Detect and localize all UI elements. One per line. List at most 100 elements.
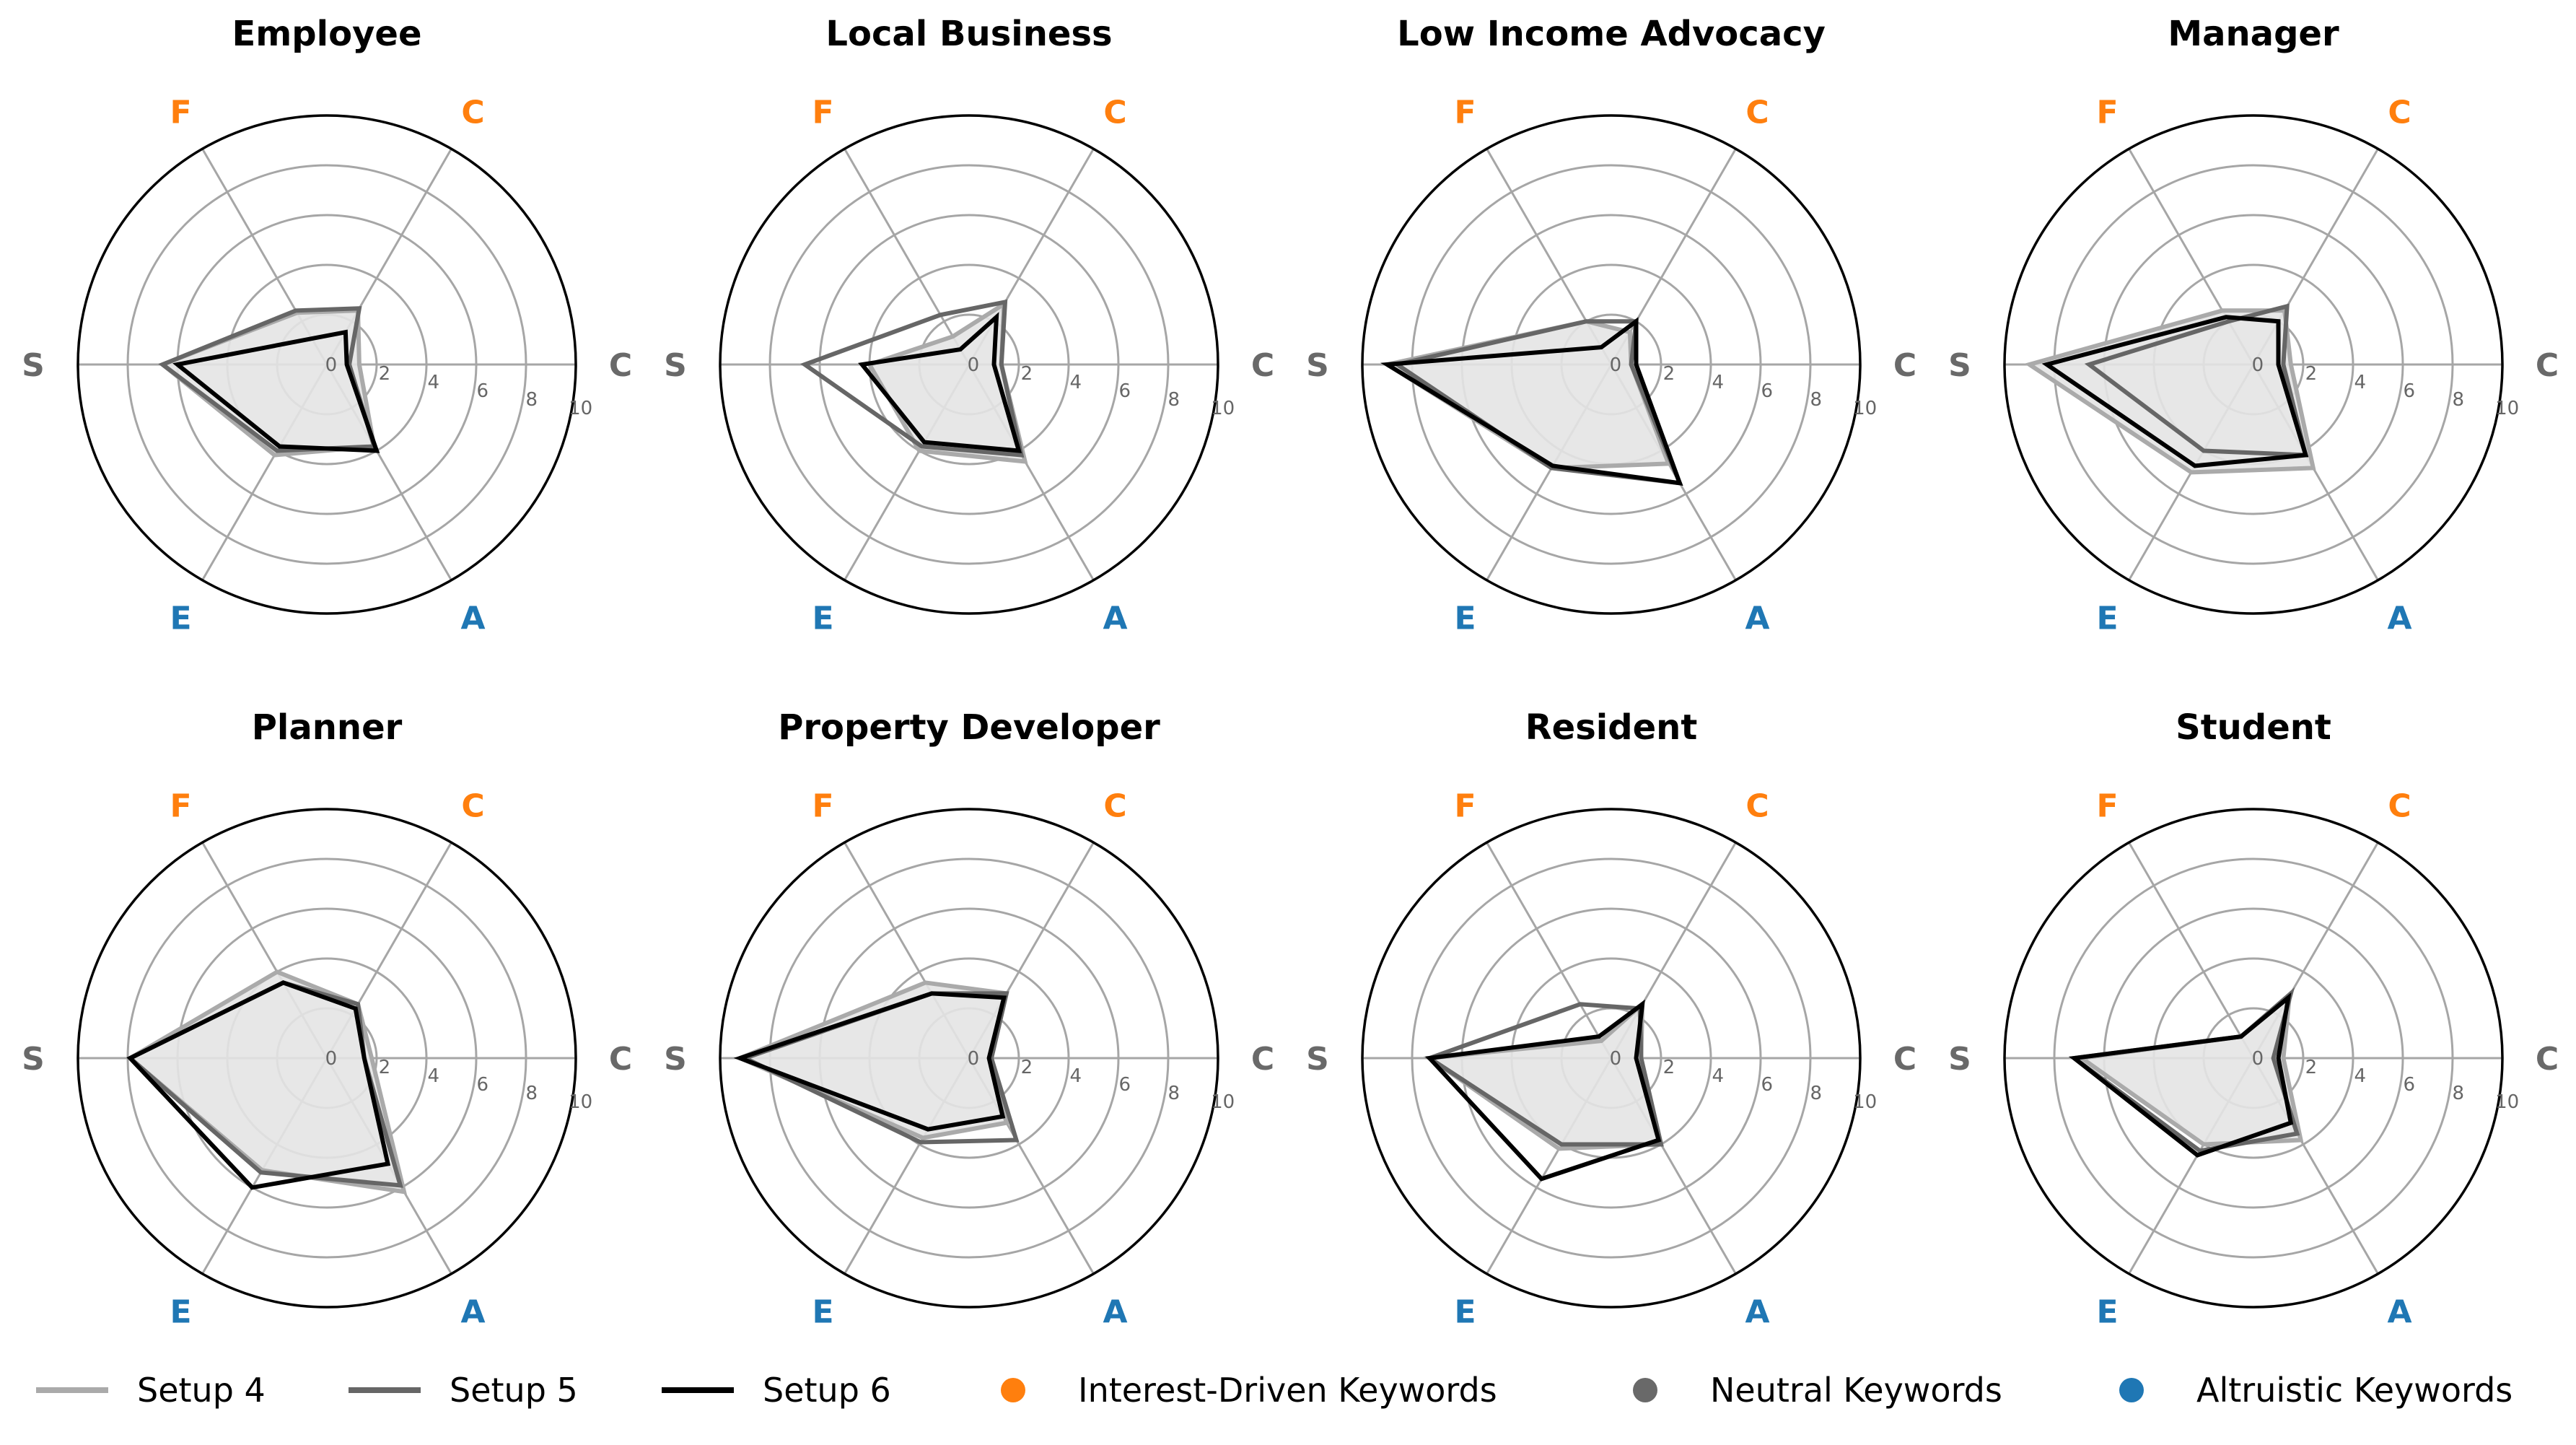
radar-panel: 0 2 4 6 8 10 C C F S E A Student <box>1948 707 2559 1331</box>
series-fill-area <box>130 972 404 1192</box>
axis-label: C <box>1745 787 1769 824</box>
radar-panel: 0 2 4 6 8 10 C C F S E A Employee <box>22 14 632 637</box>
panel-title: Resident <box>1525 707 1698 748</box>
axis-label: E <box>1454 1294 1476 1331</box>
radar-panel: 0 2 4 6 8 10 C C F S E A Planner <box>22 707 632 1331</box>
panel-title: Property Developer <box>778 707 1160 748</box>
radial-tick-label: 8 <box>2452 389 2464 411</box>
axis-label: F <box>1454 94 1476 131</box>
axis-label: E <box>1454 601 1476 637</box>
legend-item: Altruistic Keywords <box>2119 1371 2513 1410</box>
radar-panel: 0 2 4 6 8 10 C C F S E A Local Business <box>664 14 1274 637</box>
legend-item: Setup 5 <box>349 1371 578 1410</box>
legend-dot-swatch <box>2119 1378 2144 1402</box>
axis-label: C <box>1251 1041 1274 1078</box>
series-line-6 <box>126 980 391 1190</box>
radial-tick-label: 10 <box>569 398 592 419</box>
radial-tick-label: 6 <box>2403 1074 2415 1096</box>
panel-title: Student <box>2176 707 2331 748</box>
figure-legend: Setup 4 Setup 5 Setup 6 Interest-Driven Key… <box>36 1371 2513 1410</box>
radial-tick-label: 0 <box>2252 1048 2264 1070</box>
legend-item: Setup 4 <box>36 1371 266 1410</box>
radial-tick-label: 10 <box>1211 1091 1235 1113</box>
radial-tick-label: 10 <box>1853 1091 1877 1113</box>
axis-label: A <box>1745 1294 1769 1331</box>
axis-label: S <box>22 1041 45 1078</box>
axis-label: C <box>2388 94 2411 131</box>
radar-panels: 0 2 4 6 8 10 C C F S E A Employee 0 2 4 6 8 10 C C F S E A Local … <box>22 14 2559 1331</box>
axis-label: C <box>2536 347 2559 384</box>
radial-tick-label: 2 <box>2305 1057 2318 1078</box>
radial-tick-label: 8 <box>1167 1083 1180 1104</box>
axis-label: S <box>1306 347 1329 384</box>
series-line-6 <box>733 991 1007 1132</box>
legend-item: Neutral Keywords <box>1633 1371 2002 1410</box>
series-line-6 <box>2069 992 2294 1158</box>
legend-item: Setup 6 <box>662 1371 891 1410</box>
legend-item: Interest-Driven Keywords <box>1001 1371 1497 1410</box>
radial-tick-label: 4 <box>428 372 440 393</box>
axis-label: F <box>170 787 191 824</box>
legend-label: Setup 4 <box>137 1371 266 1410</box>
axis-label: C <box>1251 347 1274 384</box>
outer-frame <box>2003 808 2504 1309</box>
radial-tick-label: 8 <box>1810 389 1822 411</box>
axis-label: F <box>2096 787 2118 824</box>
axis-label: F <box>170 94 191 131</box>
radial-tick-label: 0 <box>325 1048 338 1070</box>
radial-tick-label: 6 <box>1761 1074 1773 1096</box>
radial-tick-label: 8 <box>525 389 538 411</box>
axis-label: C <box>609 1041 632 1078</box>
radial-tick-label: 4 <box>1712 372 1725 393</box>
radial-tick-label: 10 <box>569 1091 592 1113</box>
radial-tick-label: 8 <box>2452 1083 2464 1104</box>
panel-title: Manager <box>2168 14 2339 54</box>
axis-label: S <box>664 347 687 384</box>
radial-tick-label: 2 <box>1021 1057 1033 1078</box>
axis-label: E <box>2096 601 2118 637</box>
radial-tick-label: 10 <box>1853 398 1877 419</box>
axis-label: F <box>812 787 833 824</box>
series-fill-area <box>1429 1004 1661 1149</box>
axis-label: S <box>1948 1041 1971 1078</box>
axis-label: S <box>664 1041 687 1078</box>
series-fill-area <box>2081 995 2301 1145</box>
radar-panel: 0 2 4 6 8 10 C C F S E A Resident <box>1306 707 1916 1331</box>
spoke-line <box>1486 842 1613 1059</box>
radial-tick-label: 4 <box>1070 372 1082 393</box>
axis-label: C <box>1893 347 1916 384</box>
axis-label: F <box>1454 787 1476 824</box>
radial-tick-label: 0 <box>1610 354 1622 376</box>
panel-title: Low Income Advocacy <box>1397 14 1826 54</box>
axis-label: C <box>461 94 484 131</box>
series-line-6 <box>1380 317 1683 486</box>
axis-label: C <box>609 347 632 384</box>
series-line-6 <box>1425 999 1662 1182</box>
radial-tick-label: 2 <box>1663 363 1675 385</box>
radial-tick-label: 6 <box>476 380 489 402</box>
axis-label: F <box>812 94 833 131</box>
legend-label: Altruistic Keywords <box>2196 1371 2513 1410</box>
legend-label: Interest-Driven Keywords <box>1078 1371 1497 1410</box>
axis-label: A <box>1103 1294 1127 1331</box>
axis-label: C <box>1103 94 1126 131</box>
axis-label: C <box>2388 787 2411 824</box>
axis-label: E <box>170 601 191 637</box>
outer-frame <box>76 808 577 1309</box>
series-fill-area <box>162 310 374 455</box>
radar-panel: 0 2 4 6 8 10 C C F S E A Property Developer <box>664 707 1274 1331</box>
axis-label: A <box>2387 601 2411 637</box>
radial-tick-label: 0 <box>968 1048 980 1070</box>
legend-label: Setup 6 <box>763 1371 891 1410</box>
radial-tick-label: 2 <box>1021 363 1033 385</box>
legend-dot-swatch <box>1001 1378 1025 1402</box>
panel-title: Local Business <box>825 14 1112 54</box>
series-fill-area <box>740 982 1007 1138</box>
outer-frame <box>2003 114 2504 615</box>
radial-tick-label: 8 <box>1810 1083 1822 1104</box>
axis-label: E <box>812 1294 833 1331</box>
axis-label: S <box>22 347 45 384</box>
spoke-line <box>1610 148 1737 365</box>
series-line-6 <box>2041 315 2309 468</box>
